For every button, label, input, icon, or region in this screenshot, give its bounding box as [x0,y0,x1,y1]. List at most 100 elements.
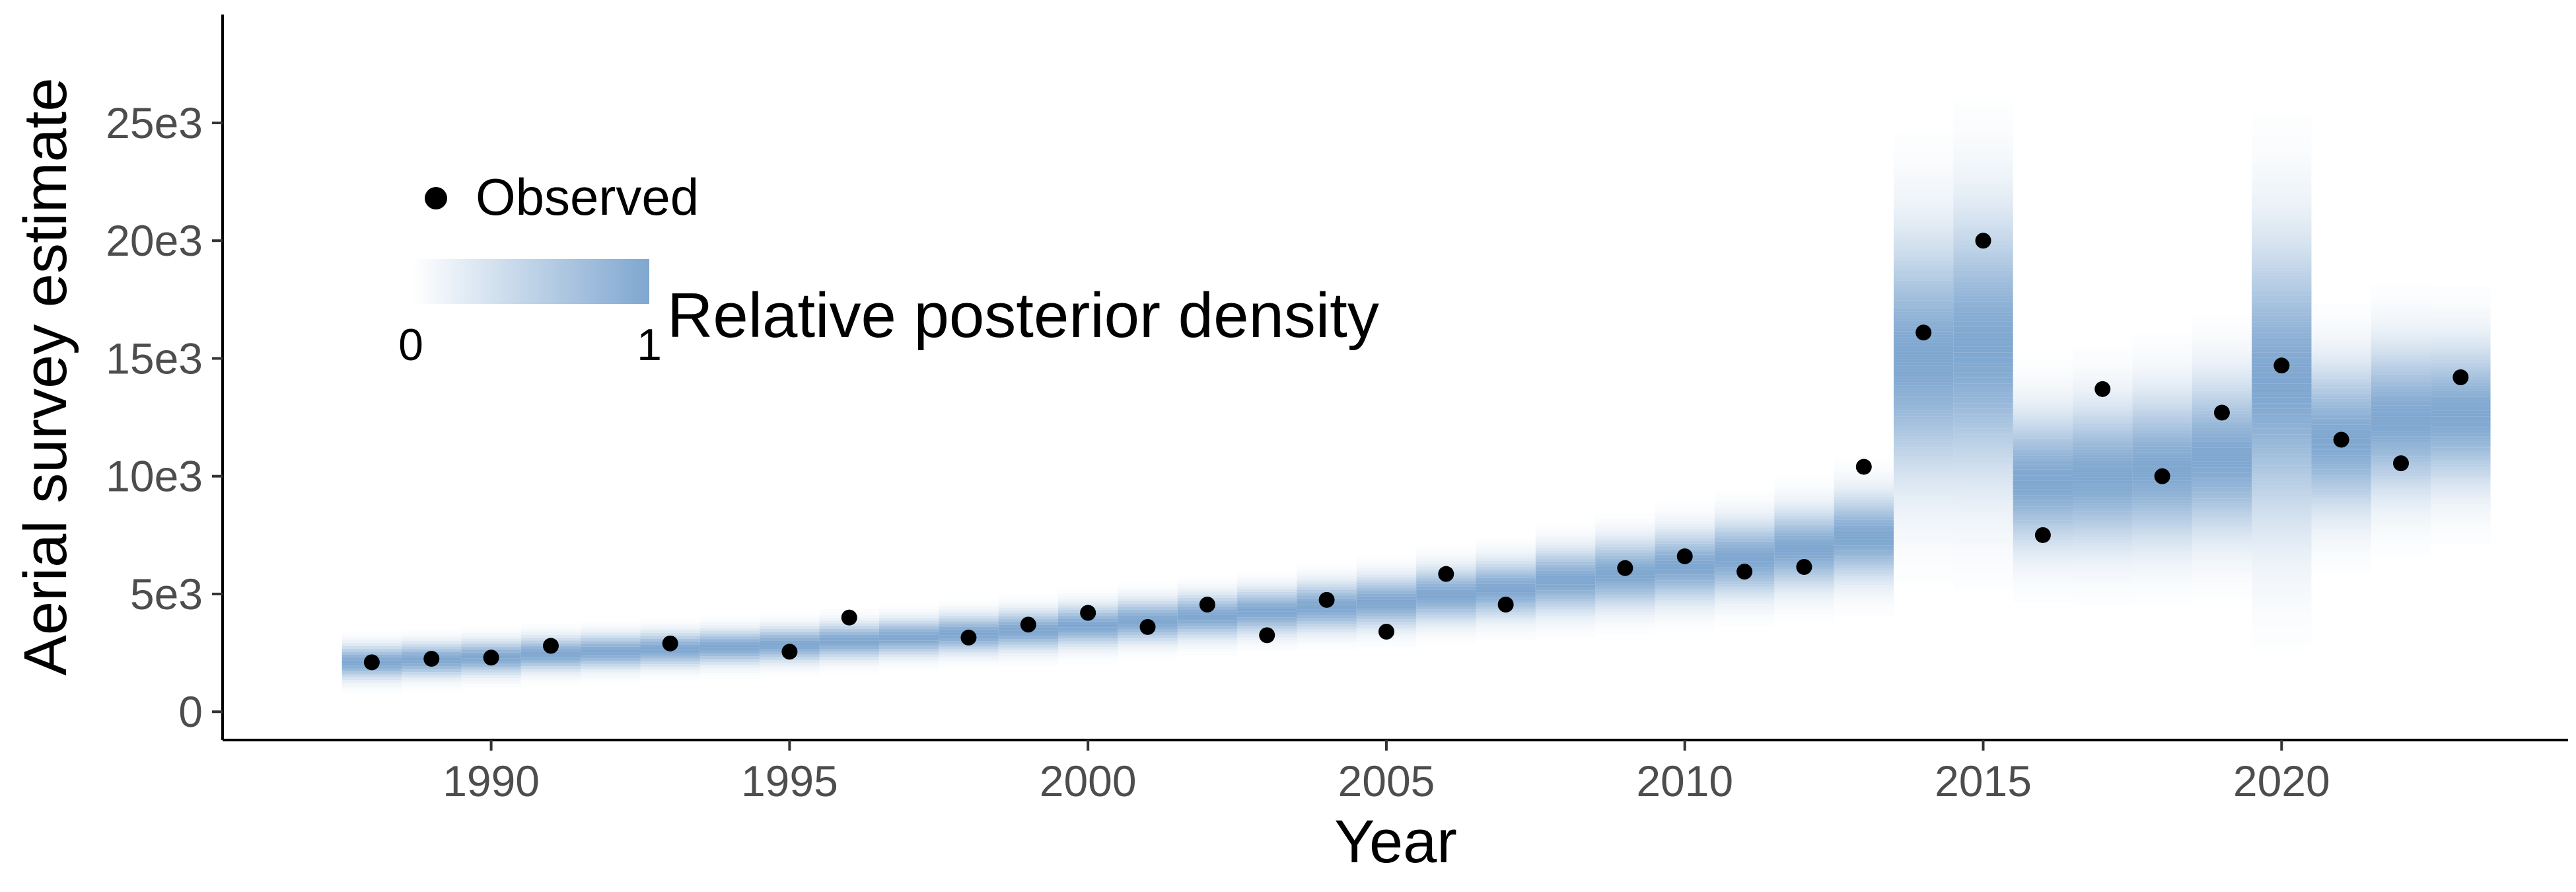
density-band [2013,382,2073,385]
density-band [2252,149,2312,152]
density-band [878,660,939,663]
density-band [2311,365,2371,368]
density-band [1476,577,1536,581]
density-band [1894,157,1953,159]
density-band [1953,293,2013,296]
density-band [1953,485,2013,488]
density-band [2132,373,2192,376]
density-band [2431,507,2491,510]
density-band [1356,565,1417,569]
density-band [2371,326,2431,330]
density-band [2073,582,2133,585]
density-band [1953,176,2013,180]
density-band [1655,585,1715,589]
density-band [1535,604,1596,607]
density-band [1655,523,1715,527]
density-band [1118,644,1178,647]
density-band [2013,368,2073,371]
density-band [2311,345,2371,348]
density-band [699,622,760,626]
density-band [1535,610,1596,613]
density-band [1893,478,1954,482]
density-band [1714,550,1775,553]
density-band [1893,447,1954,451]
density-band [2073,426,2133,430]
density-band [1953,578,2013,581]
density-band [760,615,819,618]
density-band [2013,480,2073,484]
y-tick-label: 20e3 [106,216,203,265]
density-band [2252,344,2312,347]
density-band [1834,613,1894,616]
density-band [1953,454,2013,457]
density-band [1893,552,1954,555]
density-band [2252,346,2312,350]
density-band [1834,488,1894,492]
density-band [1953,185,2013,189]
density-band [2073,361,2133,365]
density-band [1774,510,1834,513]
density-band [2192,456,2252,459]
density-band [2431,481,2491,484]
density-band [2431,357,2491,360]
density-band [2311,455,2371,459]
density-band [2252,451,2312,455]
density-band [2013,413,2073,416]
density-band [2311,371,2371,374]
density-band [2252,380,2312,384]
density-band [2252,326,2312,330]
density-column [2192,331,2252,583]
density-band [2311,560,2371,563]
density-band [2431,515,2491,519]
density-band [1178,655,1237,657]
density-band [1894,558,1953,560]
density-band [2311,339,2371,343]
density-band [1416,583,1476,587]
density-band [1774,479,1834,482]
density-band [2311,449,2371,453]
density-band [1774,527,1834,531]
density-band [341,646,402,650]
density-band [341,634,402,638]
density-band [2073,353,2132,356]
density-band [1356,582,1417,585]
density-band [1953,124,2013,126]
density-band [1834,542,1894,546]
density-band [1595,598,1655,601]
density-band [2252,233,2312,237]
density-band [1655,574,1715,578]
density-band [2132,361,2192,365]
density-band [2371,329,2431,332]
density-band [2252,213,2312,217]
density-band [2431,331,2491,335]
density-band [1297,618,1357,621]
density-band [1953,120,2013,123]
density-band [2371,479,2431,482]
density-band [1894,159,1953,162]
density-band [2132,342,2192,345]
density-band [2013,582,2073,586]
density-band [1118,613,1178,616]
density-band [1953,550,2013,553]
density-band [1953,310,2013,313]
density-band [1834,514,1894,517]
density-band [1893,388,1954,391]
density-band [2371,445,2431,448]
density-band [2132,418,2192,422]
density-band [1118,587,1178,590]
density-band [1953,412,2013,415]
density-band [1893,416,1954,420]
density-band [2371,357,2431,361]
density-band [2371,530,2431,533]
density-band [2132,568,2192,572]
density-band [2252,632,2311,635]
density-band [2371,518,2431,522]
density-band [1535,539,1596,542]
density-band [2073,432,2133,435]
density-band [2431,393,2491,397]
density-band [1416,558,1476,562]
density-band [2431,388,2491,391]
density-band [402,686,461,688]
density-band [1714,533,1775,537]
density-band [1655,540,1715,544]
